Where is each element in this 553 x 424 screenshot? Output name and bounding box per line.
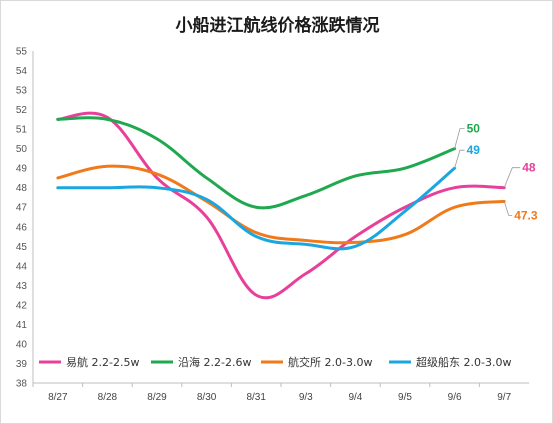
chart-title: 小船进江航线价格涨跌情况 [175,16,380,36]
y-tick-label: 46 [16,222,28,233]
series-end-label: 48 [522,161,536,175]
end-label-leader [454,128,465,149]
x-tick-label: 8/31 [246,392,266,403]
end-label-leader [454,149,465,169]
series-end-label: 49 [467,143,481,157]
y-tick-label: 53 [16,86,28,97]
y-tick-label: 52 [16,105,28,116]
legend-label: 易航 2.2-2.5w [66,355,139,369]
y-tick-label: 49 [16,164,28,175]
y-tick-label: 51 [16,125,28,136]
x-tick-label: 9/4 [348,392,362,403]
y-tick-label: 48 [16,183,28,194]
y-tick-label: 47 [16,203,28,214]
series-line [56,116,457,210]
x-tick-label: 9/7 [497,392,511,403]
y-tick-label: 43 [16,281,28,292]
y-tick-label: 40 [16,339,28,350]
x-tick-label: 9/6 [448,392,462,403]
end-label-leader [503,167,521,188]
legend-label: 超级船东 2.0-3.0w [416,355,511,369]
y-tick-label: 39 [16,359,28,370]
y-tick-label: 54 [16,66,28,77]
x-tick-label: 8/30 [197,392,217,403]
x-tick-label: 8/28 [98,392,118,403]
series-line [56,166,457,251]
end-label-leader [503,201,513,216]
x-tick-label: 8/27 [48,392,68,403]
x-tick-label: 9/5 [398,392,412,403]
series-line [56,111,506,300]
x-tick-label: 9/3 [299,392,313,403]
y-tick-label: 44 [16,261,28,272]
y-tick-label: 45 [16,242,28,253]
legend-label: 沿海 2.2-2.6w [178,355,251,369]
legend-label: 航交所 2.0-3.0w [288,355,372,369]
y-tick-label: 50 [16,144,28,155]
y-tick-label: 38 [16,379,28,390]
x-tick-label: 8/29 [147,392,167,403]
y-tick-label: 55 [16,47,28,58]
y-tick-label: 42 [16,300,28,311]
series-end-label: 50 [467,122,481,136]
series-line [56,164,506,245]
series-end-label: 47.3 [514,208,538,222]
y-tick-label: 41 [16,320,28,331]
